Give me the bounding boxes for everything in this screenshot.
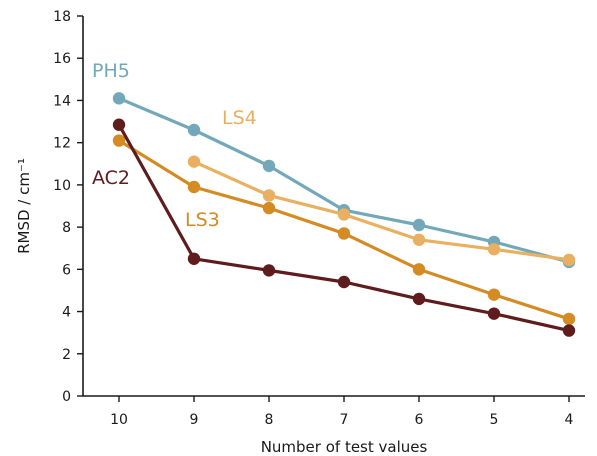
y-tick-label: 10 <box>53 178 71 194</box>
data-point-ac2 <box>412 292 426 306</box>
data-point-ph5 <box>412 218 426 232</box>
data-point-ph5 <box>112 92 126 105</box>
data-point-ls3 <box>412 263 426 276</box>
data-point-ls4 <box>262 189 276 202</box>
data-point-ls4 <box>487 243 501 256</box>
y-tick-label: 12 <box>53 136 71 152</box>
y-axis-label: RMSD / cm⁻¹ <box>15 158 33 254</box>
y-tick-label: 16 <box>53 51 71 67</box>
data-point-ac2 <box>262 264 276 277</box>
x-tick-label: 7 <box>340 412 349 428</box>
series-ls3 <box>112 134 576 326</box>
data-point-ls3 <box>112 134 126 147</box>
data-point-ls4 <box>337 208 351 221</box>
x-tick-label: 9 <box>190 412 199 428</box>
data-point-ls3 <box>262 201 276 215</box>
x-tick-label: 4 <box>565 412 574 428</box>
series-label-ls4: LS4 <box>222 107 257 129</box>
series-label-ls3: LS3 <box>185 209 220 231</box>
data-point-ls4 <box>187 155 201 168</box>
y-tick-label: 18 <box>53 9 71 25</box>
x-tick-label: 6 <box>415 412 424 428</box>
data-point-ac2 <box>187 252 201 265</box>
labels-layer: PH5 LS4 LS3 AC2 <box>92 60 257 231</box>
x-tick-label: 5 <box>490 412 499 428</box>
y-tick-label: 14 <box>53 93 71 109</box>
data-point-ph5 <box>187 123 201 137</box>
data-point-ac2 <box>337 275 351 289</box>
data-point-ac2 <box>487 307 501 320</box>
data-point-ls3 <box>187 180 201 194</box>
data-point-ls3 <box>487 288 501 301</box>
x-tick-label: 10 <box>110 412 128 428</box>
data-point-ls3 <box>562 312 576 326</box>
y-tick-label: 2 <box>62 347 71 363</box>
series-ls4 <box>187 155 576 267</box>
y-tick-label: 4 <box>62 305 71 321</box>
x-tick-label: 8 <box>265 412 274 428</box>
series-line-ls4 <box>192 160 571 262</box>
y-tick-label: 8 <box>62 220 71 236</box>
data-point-ac2 <box>562 324 576 337</box>
data-point-ph5 <box>262 159 276 173</box>
y-tick-label: 6 <box>62 262 71 278</box>
series-ac2 <box>112 118 576 337</box>
data-point-ls4 <box>562 253 576 267</box>
data-point-ls4 <box>412 233 426 246</box>
y-tick-label: 0 <box>62 389 71 405</box>
data-point-ac2 <box>112 118 126 131</box>
axes: 0 2 4 6 8 10 12 14 16 18 10 9 8 7 6 5 4 <box>53 9 585 428</box>
data-point-ls3 <box>337 227 351 240</box>
x-axis-label: Number of test values <box>261 438 428 456</box>
series-label-ac2: AC2 <box>92 167 130 189</box>
series-layer <box>112 92 576 337</box>
series-label-ph5: PH5 <box>92 60 130 82</box>
